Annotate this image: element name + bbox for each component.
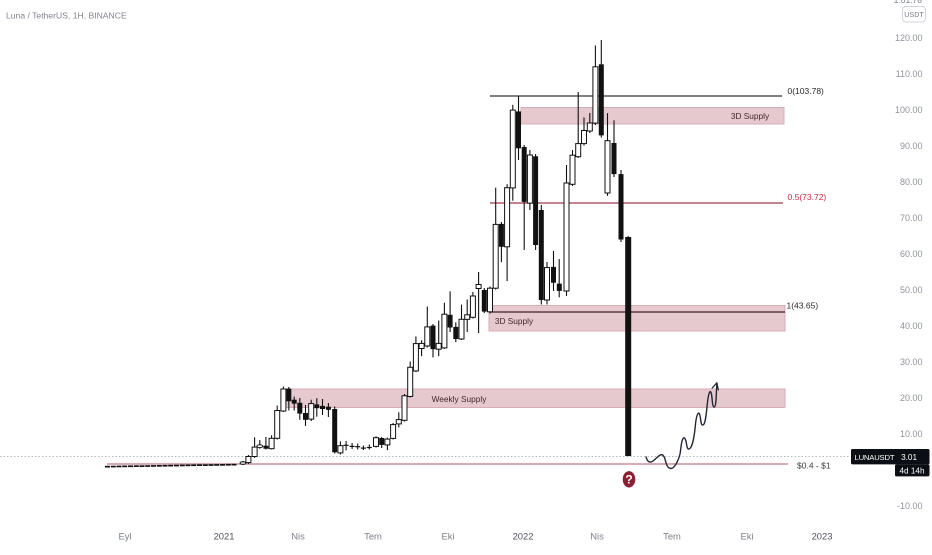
svg-text:1(43.65): 1(43.65) (787, 301, 819, 311)
svg-text:Tem: Tem (663, 530, 681, 541)
svg-text:2022: 2022 (513, 530, 534, 541)
svg-text:30.00: 30.00 (900, 357, 923, 367)
svg-text:1.01.78: 1.01.78 (894, 0, 923, 5)
svg-text:2023: 2023 (812, 530, 833, 541)
svg-text:LUNAUSDT: LUNAUSDT (855, 453, 895, 462)
svg-text:2021: 2021 (214, 530, 235, 541)
svg-text:3.01: 3.01 (901, 453, 917, 462)
svg-text:10.00: 10.00 (900, 429, 923, 439)
svg-text:110.00: 110.00 (896, 69, 923, 79)
svg-text:120.00: 120.00 (895, 33, 923, 43)
svg-text:Weekly Supply: Weekly Supply (432, 394, 488, 404)
svg-text:Eyl: Eyl (118, 530, 131, 541)
svg-text:70.00: 70.00 (900, 213, 923, 223)
svg-text:3D Supply: 3D Supply (731, 111, 770, 121)
svg-text:20.00: 20.00 (900, 393, 923, 403)
svg-text:80.00: 80.00 (900, 177, 923, 187)
svg-text:?: ? (625, 473, 632, 487)
svg-text:Nis: Nis (291, 530, 305, 541)
svg-text:Tem: Tem (364, 530, 382, 541)
svg-text:4d 14h: 4d 14h (899, 466, 924, 475)
svg-text:Eki: Eki (441, 530, 454, 541)
svg-text:Luna / TetherUS, 1H, BINANCE: Luna / TetherUS, 1H, BINANCE (6, 10, 127, 20)
svg-text:40.00: 40.00 (900, 321, 923, 331)
svg-text:60.00: 60.00 (900, 249, 923, 259)
svg-text:$0.4 - $1: $0.4 - $1 (797, 461, 831, 471)
svg-text:0(103.78): 0(103.78) (788, 86, 825, 96)
svg-text:3D Supply: 3D Supply (495, 316, 534, 326)
svg-text:90.00: 90.00 (900, 141, 923, 151)
svg-text:USDT: USDT (904, 10, 924, 19)
svg-text:Eki: Eki (740, 530, 753, 541)
svg-text:100.00: 100.00 (895, 105, 923, 115)
svg-text:50.00: 50.00 (900, 285, 923, 295)
svg-text:0.5(73.72): 0.5(73.72) (788, 192, 827, 202)
svg-text:Nis: Nis (590, 530, 604, 541)
svg-text:-10.00: -10.00 (897, 501, 923, 511)
